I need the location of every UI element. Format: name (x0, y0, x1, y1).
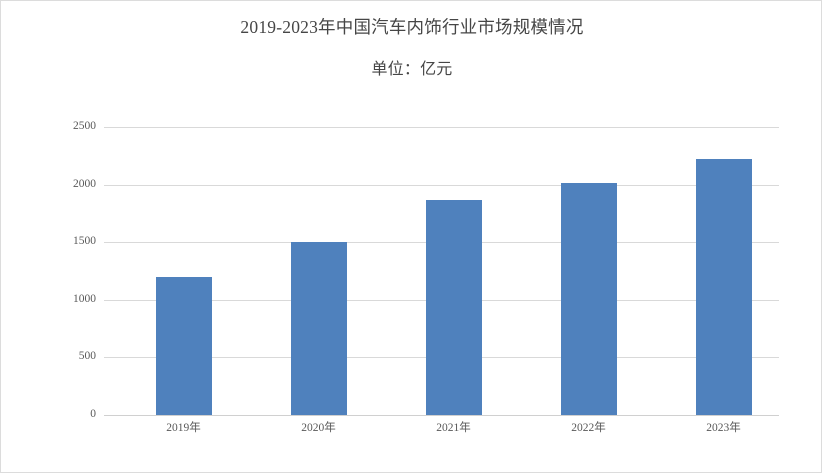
bar-2019年 (156, 277, 212, 415)
chart-title: 2019-2023年中国汽车内饰行业市场规模情况 (240, 17, 584, 37)
x-tick-label-2021年: 2021年 (436, 422, 471, 434)
bar-2022年 (561, 183, 617, 415)
y-tick-label-2500: 2500 (73, 120, 96, 132)
x-tick-label-2022年: 2022年 (571, 422, 606, 434)
gridline-2000 (104, 184, 779, 186)
bar-2021年 (426, 200, 482, 415)
bar-2020年 (291, 242, 347, 415)
gridline-0 (104, 415, 779, 416)
plot-area (104, 127, 779, 416)
y-tick-label-1500: 1500 (73, 235, 96, 248)
gridline-2500 (104, 127, 779, 128)
y-tick-label-2000: 2000 (73, 177, 96, 190)
y-tick-label-0: 0 (90, 408, 96, 420)
chart-subtitle-unit: 单位：亿元 (371, 61, 453, 78)
x-tick-label-2020年: 2020年 (301, 422, 336, 434)
bar-2023年 (696, 159, 752, 415)
y-tick-label-1000: 1000 (73, 292, 96, 305)
x-axis-tick-labels: 2019年 2020年 2021年 2022年 2023年 (104, 422, 779, 444)
y-axis-tick-labels: 0 500 1000 1500 2000 2500 (34, 120, 96, 419)
x-tick-label-2023年: 2023年 (706, 422, 741, 434)
x-tick-label-2019年: 2019年 (166, 422, 201, 434)
y-tick-label-500: 500 (78, 350, 96, 363)
